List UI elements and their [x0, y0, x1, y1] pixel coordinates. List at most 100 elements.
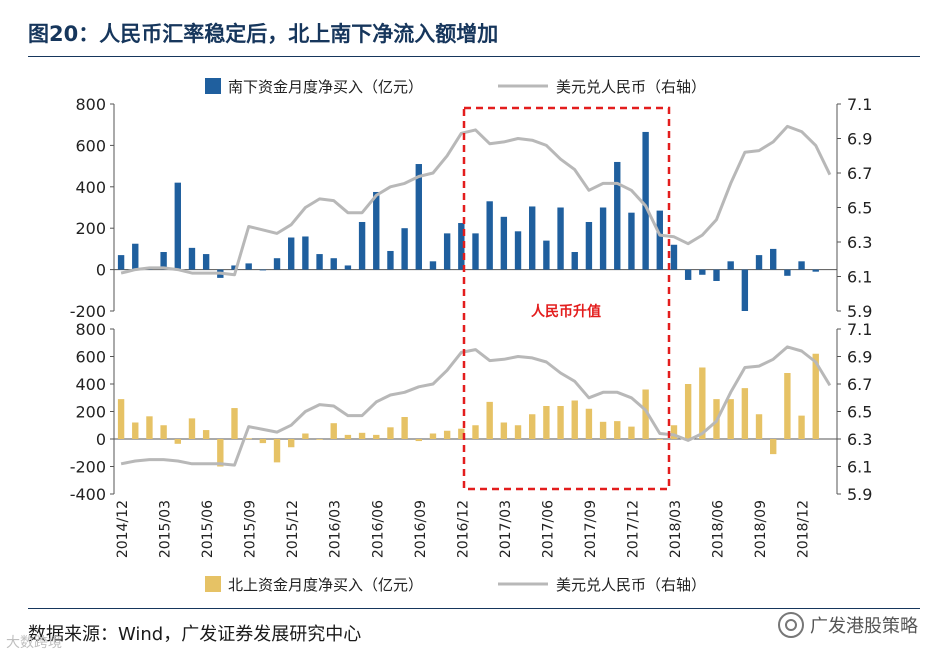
north-bar	[614, 421, 621, 439]
south-bar	[188, 247, 196, 270]
watermark: 大数跨境	[6, 635, 62, 651]
north-bar	[670, 425, 678, 439]
south-bar	[741, 269, 749, 311]
south-bar	[614, 161, 621, 270]
south-bar	[784, 269, 791, 276]
x-tick-label: 2015/12	[285, 500, 301, 558]
x-tick-label: 2015/06	[200, 500, 216, 558]
north-bar	[160, 425, 167, 439]
south-bar	[529, 206, 536, 270]
north-bar	[174, 439, 181, 444]
south-bar	[273, 258, 281, 270]
appreciation-box	[462, 106, 671, 491]
north-ytick-label: 0	[96, 430, 106, 449]
south-bar	[472, 233, 479, 270]
north-ytick-label: 600	[75, 348, 106, 367]
south-y2tick-label: 5.9	[847, 302, 872, 321]
south-y2tick-label: 6.3	[847, 233, 872, 252]
legend-usd-label-bottom: 美元兑人民币（右轴）	[556, 576, 706, 594]
north-bar	[529, 414, 536, 439]
north-y2tick-label: 5.9	[847, 485, 872, 504]
south-bar	[245, 263, 252, 270]
south-bar	[500, 216, 508, 270]
north-bar	[288, 439, 295, 448]
north-bar	[259, 439, 267, 444]
north-y2tick-label: 6.9	[847, 348, 872, 367]
x-tick-label: 2016/03	[328, 500, 344, 558]
south-ytick-label: 800	[75, 95, 106, 114]
north-bar	[458, 428, 465, 439]
north-bar	[642, 389, 649, 439]
north-bar	[770, 439, 777, 455]
north-ytick-label: -200	[70, 458, 106, 477]
north-bar	[557, 406, 564, 439]
north-bar	[486, 401, 493, 439]
north-bar	[316, 439, 323, 440]
north-bar	[302, 433, 309, 439]
north-bar	[699, 367, 706, 439]
south-y2tick-label: 6.5	[847, 199, 872, 218]
legend-north-label: 北上资金月度净买入（亿元）	[228, 576, 423, 594]
south-bar	[117, 255, 125, 270]
x-tick-label: 2016/06	[370, 500, 386, 558]
south-bar	[656, 210, 663, 270]
wechat-icon	[778, 612, 804, 638]
legend-usd-label-top: 美元兑人民币（右轴）	[556, 78, 706, 96]
north-ytick-label: 400	[75, 375, 106, 394]
south-ytick-label: 600	[75, 136, 106, 155]
appreciation-label: 人民币升值	[531, 303, 601, 320]
south-bar	[443, 233, 451, 270]
brand-badge: 广发港股策略	[778, 612, 918, 638]
south-bar	[387, 250, 394, 270]
north-usdcny-line	[120, 345, 832, 467]
x-tick-label: 2016/12	[455, 500, 471, 558]
south-y2tick-label: 6.7	[847, 164, 872, 183]
south-ytick-label: 0	[96, 261, 106, 280]
north-ytick-label: 200	[75, 403, 106, 422]
x-tick-label: 2018/09	[753, 500, 769, 558]
north-bar	[401, 417, 408, 439]
south-bar	[727, 261, 734, 270]
x-tick-label: 2017/03	[498, 500, 514, 558]
south-bar	[231, 265, 238, 270]
north-y2tick-label: 6.3	[847, 430, 872, 449]
x-tick-label: 2018/03	[668, 500, 684, 558]
north-y2tick-label: 6.7	[847, 375, 872, 394]
source-note: 数据来源：Wind，广发证券发展研究中心	[28, 624, 362, 645]
south-bar	[670, 244, 678, 270]
x-tick-label: 2017/06	[540, 500, 556, 558]
north-bar	[500, 422, 508, 439]
south-bar	[316, 254, 323, 270]
south-bar	[373, 191, 380, 270]
south-bar	[599, 207, 607, 270]
north-bar	[755, 414, 763, 439]
north-bar	[373, 434, 380, 439]
legend-south-swatch	[205, 78, 221, 94]
south-bar	[288, 237, 295, 270]
south-bar	[812, 269, 819, 272]
x-tick-label: 2016/09	[413, 500, 429, 558]
usd-lines	[120, 124, 832, 467]
north-bar	[784, 373, 791, 439]
north-y2tick-label: 6.1	[847, 458, 872, 477]
north-bar	[543, 406, 550, 439]
north-bar	[188, 418, 196, 439]
south-bar	[458, 223, 465, 270]
north-bar	[571, 400, 578, 439]
legend-north-swatch	[205, 576, 221, 592]
north-y2tick-label: 6.5	[847, 403, 872, 422]
north-bar	[599, 421, 607, 439]
south-bar	[755, 255, 763, 270]
north-bar	[117, 399, 125, 439]
north-bar	[741, 388, 749, 439]
south-bar	[585, 221, 593, 270]
x-tick-label: 2015/03	[158, 500, 174, 558]
north-bar	[514, 425, 522, 439]
south-bar	[713, 269, 720, 281]
x-tick-label: 2015/09	[243, 500, 259, 558]
north-bar	[217, 439, 224, 467]
south-bar	[798, 261, 805, 270]
south-bar	[699, 269, 706, 275]
south-bar	[415, 164, 422, 270]
south-ytick-label: 400	[75, 178, 106, 197]
